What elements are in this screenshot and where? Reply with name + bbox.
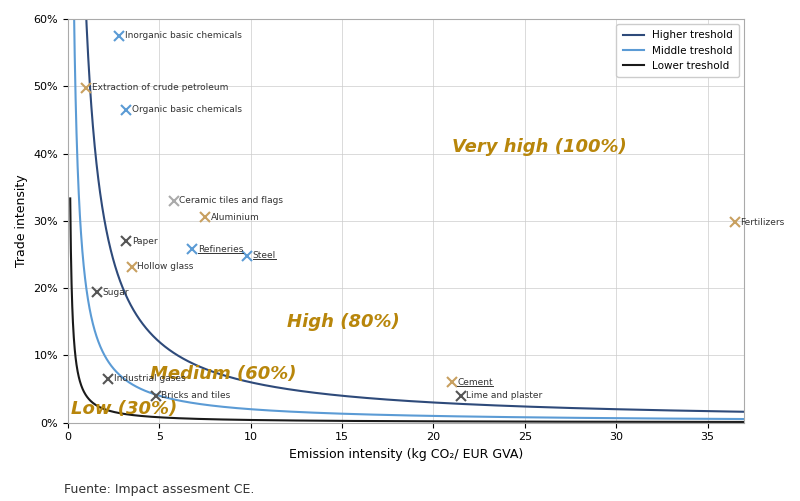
Text: Extraction of crude petroleum: Extraction of crude petroleum <box>92 83 228 92</box>
Text: Organic basic chemicals: Organic basic chemicals <box>132 105 242 114</box>
Line: Higher treshold: Higher treshold <box>70 0 744 412</box>
Higher treshold <box>726 408 736 414</box>
Text: High (80%): High (80%) <box>287 313 400 331</box>
Higher treshold <box>182 358 192 364</box>
Lower treshold <box>726 419 736 425</box>
Text: Lime and plaster: Lime and plaster <box>466 391 542 400</box>
Middle treshold <box>353 411 362 417</box>
Text: Fertilizers: Fertilizers <box>741 217 785 226</box>
Lower treshold <box>353 418 362 424</box>
X-axis label: Emission intensity (kg CO₂/ EUR GVA): Emission intensity (kg CO₂/ EUR GVA) <box>289 448 523 461</box>
Lower treshold <box>324 418 334 424</box>
Lower treshold <box>739 419 749 425</box>
Text: Sugar: Sugar <box>102 288 130 297</box>
Text: Inorganic basic chemicals: Inorganic basic chemicals <box>125 32 242 40</box>
Legend: Higher treshold, Middle treshold, Lower treshold: Higher treshold, Middle treshold, Lower … <box>617 24 739 77</box>
Text: Bricks and tiles: Bricks and tiles <box>162 391 230 400</box>
Lower treshold <box>654 419 663 425</box>
Middle treshold <box>654 415 663 421</box>
Text: Cement: Cement <box>458 378 493 387</box>
Text: Fuente: Impact assesment CE.: Fuente: Impact assesment CE. <box>64 483 254 496</box>
Middle treshold <box>182 399 192 405</box>
Text: Medium (60%): Medium (60%) <box>150 365 297 383</box>
Middle treshold <box>739 416 749 422</box>
Line: Lower treshold: Lower treshold <box>70 198 744 422</box>
Text: Refineries: Refineries <box>198 244 243 254</box>
Text: Very high (100%): Very high (100%) <box>452 138 626 156</box>
Higher treshold <box>739 409 749 415</box>
Middle treshold <box>142 389 152 395</box>
Higher treshold <box>654 407 663 413</box>
Text: Ceramic tiles and flags: Ceramic tiles and flags <box>179 196 283 205</box>
Text: Hollow glass: Hollow glass <box>138 262 194 271</box>
Text: Aluminium: Aluminium <box>210 213 259 222</box>
Lower treshold <box>182 415 192 421</box>
Line: Middle treshold: Middle treshold <box>70 0 744 419</box>
Text: Low (30%): Low (30%) <box>70 400 177 418</box>
Text: Industrial gases: Industrial gases <box>114 374 186 383</box>
Higher treshold <box>324 391 334 397</box>
Lower treshold <box>66 195 75 201</box>
Higher treshold <box>142 326 152 332</box>
Lower treshold <box>142 413 152 419</box>
Middle treshold <box>726 416 736 422</box>
Text: Steel: Steel <box>253 252 276 261</box>
Text: Paper: Paper <box>132 236 158 245</box>
Y-axis label: Trade intensity: Trade intensity <box>15 174 28 267</box>
Higher treshold <box>353 394 362 400</box>
Middle treshold <box>324 410 334 416</box>
